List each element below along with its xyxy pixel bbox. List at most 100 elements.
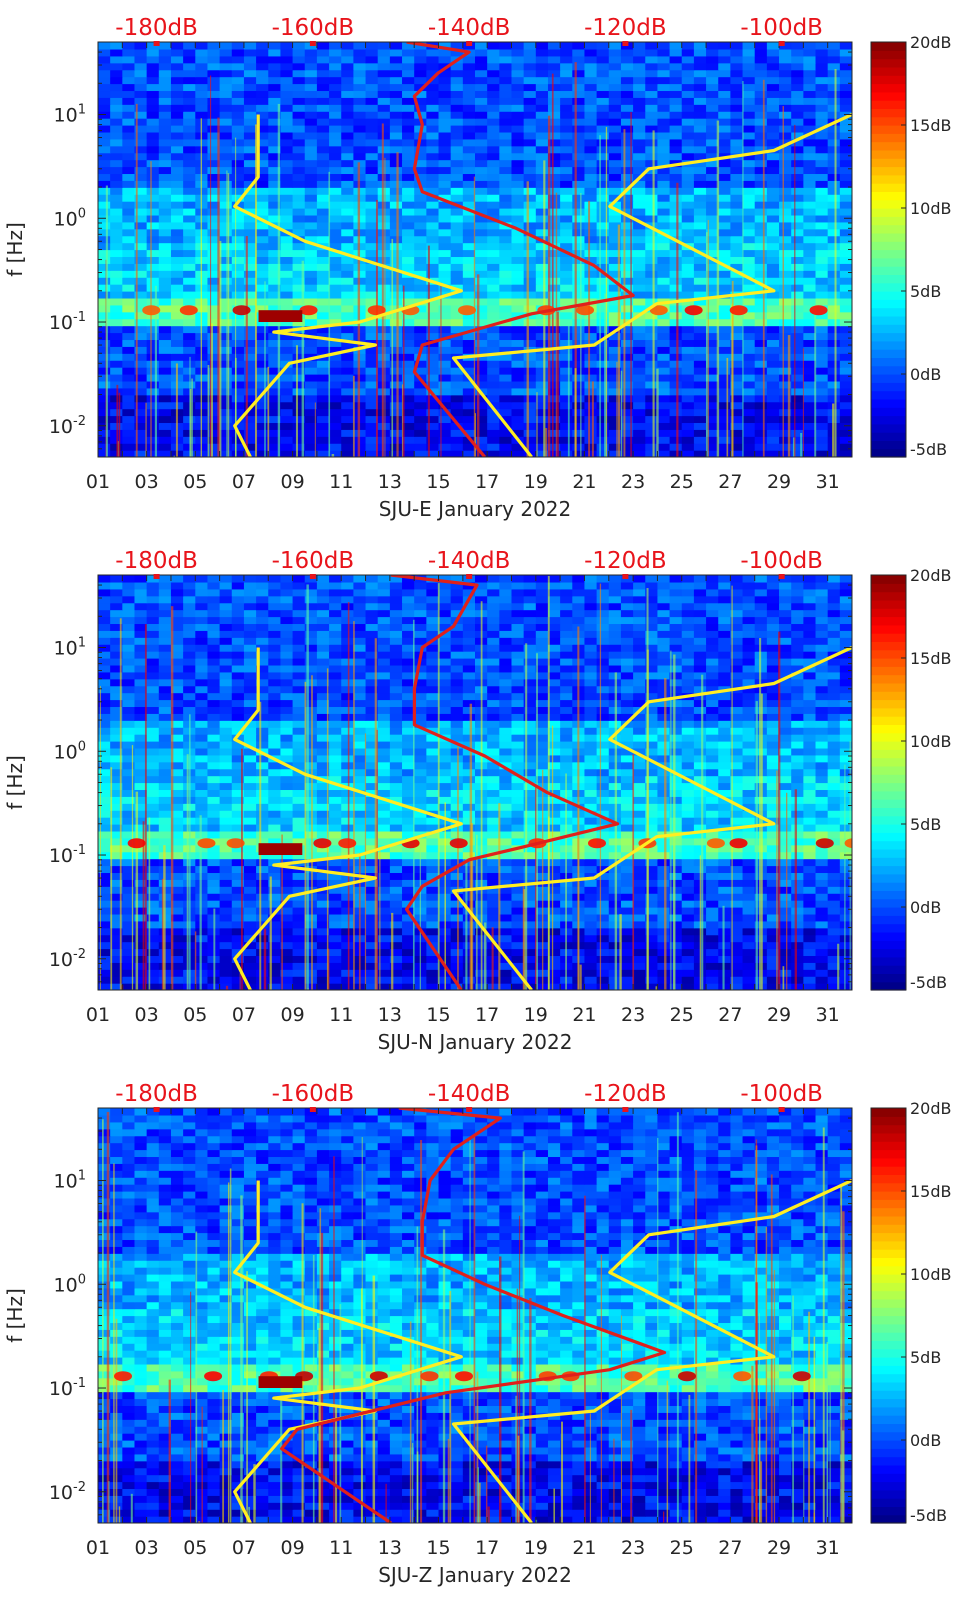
y-axis-label: f [Hz] — [3, 222, 27, 277]
x-tick-label: 09 — [280, 1004, 304, 1026]
x-tick-label: 03 — [135, 1004, 159, 1026]
x-tick-label: 03 — [135, 1537, 159, 1559]
x-tick-label: 09 — [280, 1537, 304, 1559]
x-tick-label: 11 — [329, 1004, 353, 1026]
x-tick-label: 05 — [183, 471, 207, 493]
panel-sju-z: 01 03 05 07 09 11 13 15 17 19 21 23 25 27 29 31 10-2 10-1… — [3, 1081, 952, 1587]
x-tick-label: 19 — [524, 471, 548, 493]
x-tick-label: 31 — [816, 471, 840, 493]
colorbar-tick-label: 5dB — [910, 282, 941, 301]
x-tick-label: 27 — [718, 1537, 742, 1559]
spectrogram-image — [98, 575, 852, 990]
x-tick-label: 19 — [524, 1537, 548, 1559]
colorbar-tick-label: 10dB — [910, 1265, 952, 1284]
colorbar-tick-label: 10dB — [910, 732, 952, 751]
x-tick-label: 01 — [86, 1537, 110, 1559]
y-tick-label: 101 — [54, 1169, 86, 1193]
y-tick-label: 10-2 — [49, 1480, 86, 1504]
top-db-tick-mark — [309, 574, 316, 579]
colorbar-tick-label: 5dB — [910, 1348, 941, 1367]
top-db-tick-label: -180dB — [115, 548, 198, 574]
colorbar-tick-label: -5dB — [910, 440, 947, 459]
x-tick-label: 27 — [718, 1004, 742, 1026]
x-tick-label: 15 — [426, 1537, 450, 1559]
x-tick-label: 09 — [280, 471, 304, 493]
top-db-tick-mark — [153, 41, 160, 46]
top-db-tick-mark — [466, 574, 473, 579]
x-tick-label: 23 — [621, 471, 645, 493]
panel-sju-e: 01 03 05 07 09 11 13 15 17 19 21 23 25 27 29 31 10-2 10-1… — [3, 15, 952, 521]
x-axis-label: SJU-N January 2022 — [378, 1030, 573, 1054]
y-tick-label: 10-2 — [49, 947, 86, 971]
top-db-tick-label: -120dB — [584, 548, 667, 574]
x-tick-label: 01 — [86, 1004, 110, 1026]
top-db-tick-label: -140dB — [428, 1081, 511, 1107]
x-tick-label: 29 — [767, 471, 791, 493]
colorbar-tick-label: 15dB — [910, 1182, 952, 1201]
top-db-tick-label: -160dB — [272, 1081, 355, 1107]
x-tick-label: 07 — [232, 1537, 256, 1559]
x-tick-label: 29 — [767, 1004, 791, 1026]
x-axis-label: SJU-Z January 2022 — [378, 1563, 572, 1587]
x-tick-label: 21 — [572, 1004, 596, 1026]
top-db-tick-label: -160dB — [272, 548, 355, 574]
y-tick-label: 101 — [54, 636, 86, 660]
colorbar-tick-label: 20dB — [910, 33, 952, 52]
y-tick-label: 100 — [54, 206, 86, 230]
colorbar-tick-label: 15dB — [910, 649, 952, 668]
colorbar-tick-label: 5dB — [910, 815, 941, 834]
colorbar-tick-label: 20dB — [910, 1099, 952, 1118]
panel-sju-n: 01 03 05 07 09 11 13 15 17 19 21 23 25 27 29 31 10-2 10-1… — [3, 548, 952, 1054]
colorbar-tick-label: 20dB — [910, 566, 952, 585]
x-tick-label: 25 — [670, 1537, 694, 1559]
x-tick-label: 27 — [718, 471, 742, 493]
top-db-tick-mark — [466, 1107, 473, 1112]
top-db-tick-label: -140dB — [428, 548, 511, 574]
top-db-tick-mark — [778, 574, 785, 579]
top-db-tick-label: -100dB — [740, 548, 823, 574]
x-tick-label: 07 — [232, 1004, 256, 1026]
colorbar-tick-label: -5dB — [910, 973, 947, 992]
x-tick-label: 01 — [86, 471, 110, 493]
nlnm-line — [233, 1180, 463, 1523]
hlnm-line — [451, 113, 852, 457]
top-db-tick-mark — [622, 1107, 629, 1112]
x-axis-label: SJU-E January 2022 — [379, 497, 572, 521]
x-tick-label: 13 — [378, 471, 402, 493]
x-tick-label: 05 — [183, 1537, 207, 1559]
top-db-tick-label: -180dB — [115, 1081, 198, 1107]
top-db-tick-mark — [153, 574, 160, 579]
top-db-tick-mark — [778, 41, 785, 46]
top-db-tick-mark — [622, 574, 629, 579]
x-tick-label: 03 — [135, 471, 159, 493]
top-db-tick-label: -100dB — [740, 15, 823, 41]
top-db-tick-mark — [309, 41, 316, 46]
median-psd-line — [406, 42, 635, 457]
x-tick-label: 17 — [475, 1004, 499, 1026]
x-tick-label: 17 — [475, 1537, 499, 1559]
x-tick-label: 11 — [329, 1537, 353, 1559]
x-tick-label: 15 — [426, 471, 450, 493]
y-tick-label: 10-2 — [49, 414, 86, 438]
y-tick-label: 101 — [54, 103, 86, 127]
x-tick-label: 25 — [670, 1004, 694, 1026]
x-tick-label: 31 — [816, 1004, 840, 1026]
x-tick-label: 19 — [524, 1004, 548, 1026]
x-tick-label: 31 — [816, 1537, 840, 1559]
x-tick-label: 15 — [426, 1004, 450, 1026]
colorbar-tick-label: 0dB — [910, 1431, 941, 1450]
x-tick-label: 21 — [572, 471, 596, 493]
x-tick-label: 11 — [329, 471, 353, 493]
x-tick-label: 17 — [475, 471, 499, 493]
y-tick-label: 100 — [54, 739, 86, 763]
x-tick-label: 05 — [183, 1004, 207, 1026]
x-tick-label: 13 — [378, 1537, 402, 1559]
x-tick-label: 25 — [670, 471, 694, 493]
spectrogram-image — [98, 1108, 852, 1523]
y-tick-label: 10-1 — [49, 843, 86, 867]
colorbar-tick-label: -5dB — [910, 1506, 947, 1525]
colorbar-tick-label: 0dB — [910, 898, 941, 917]
top-db-tick-mark — [622, 41, 629, 46]
colorbar-tick-label: 0dB — [910, 365, 941, 384]
top-db-tick-label: -100dB — [740, 1081, 823, 1107]
